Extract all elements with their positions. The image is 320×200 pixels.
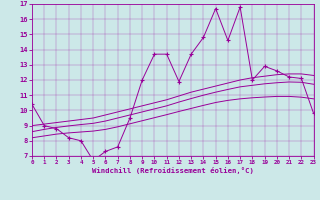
- X-axis label: Windchill (Refroidissement éolien,°C): Windchill (Refroidissement éolien,°C): [92, 167, 254, 174]
